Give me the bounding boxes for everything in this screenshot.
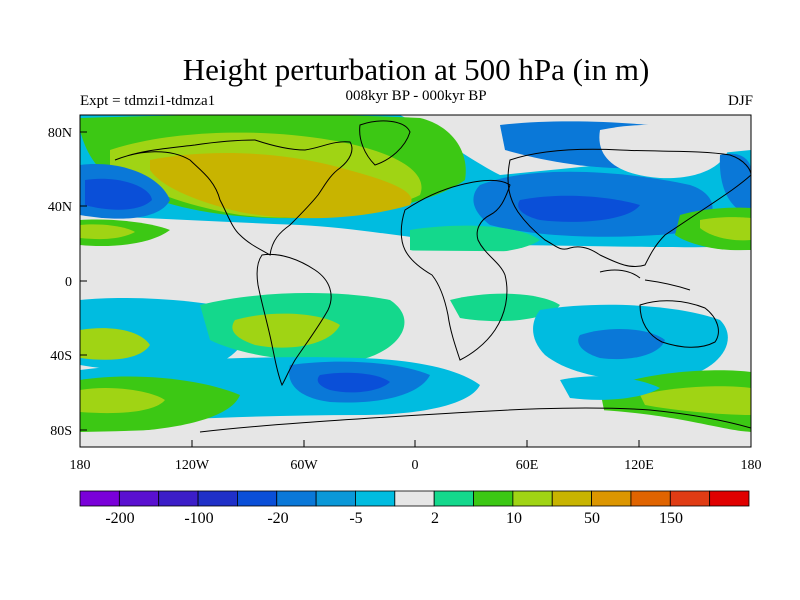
coastline-asia <box>507 148 751 268</box>
contour-green-atlantic <box>410 225 540 255</box>
x-axis-labels: 180 120W 60W 0 60E 120E 180 <box>70 458 762 473</box>
coastline-north-america <box>114 139 353 256</box>
contour-darkblue-pacific <box>85 178 152 210</box>
contour-yellow-north-america <box>150 153 412 219</box>
colorbar-swatch <box>591 490 632 507</box>
period-label: 008kyr BP - 000kyr BP <box>345 88 487 104</box>
contour-lime-south-east <box>640 386 751 415</box>
x-tick-label: 120W <box>175 458 210 473</box>
colorbar-swatch <box>512 490 553 507</box>
y-tick-label: 0 <box>65 275 72 290</box>
colorbar-swatch <box>315 490 356 507</box>
contour-darkblue-asia <box>518 195 640 222</box>
x-axis-ticks <box>79 440 752 447</box>
contour-lime-south-america <box>232 313 340 348</box>
x-tick-label: 180 <box>70 458 91 473</box>
colorbar-label: 10 <box>506 510 522 527</box>
contour-cyan-southeast <box>560 376 660 400</box>
colorbar-label: 2 <box>431 510 439 527</box>
colorbar-label: -5 <box>349 510 362 527</box>
contour-lime-south-west <box>80 388 165 414</box>
colorbar-swatch <box>118 490 160 507</box>
y-axis-ticks <box>80 131 87 431</box>
x-tick-label: 120E <box>624 458 654 473</box>
colorbar-swatch <box>394 490 435 507</box>
colorbar-label: 150 <box>659 510 683 527</box>
colorbar-swatch <box>237 490 278 507</box>
colorbar-label: -100 <box>184 510 213 527</box>
map-title: Height perturbation at 500 hPa (in m) <box>182 52 650 87</box>
x-tick-label: 60E <box>516 458 539 473</box>
coastline-south-america <box>256 253 332 387</box>
colorbar <box>79 490 750 507</box>
coastline-indonesia <box>599 269 691 291</box>
colorbar-swatch <box>433 490 474 507</box>
y-axis-labels: 80N 40N 0 40S 80S <box>48 126 72 439</box>
x-tick-label: 180 <box>741 458 762 473</box>
coastline-europe-africa <box>400 180 511 361</box>
colorbar-swatch <box>197 490 238 507</box>
coastline-australia <box>639 300 719 348</box>
experiment-label: Expt = tdmzi1-tdmza1 <box>80 93 216 109</box>
contour-blue-ne-pacific <box>719 153 751 215</box>
colorbar-label: 50 <box>584 510 600 527</box>
colorbar-label: -200 <box>105 510 134 527</box>
colorbar-swatch <box>630 490 671 507</box>
colorbar-swatch <box>79 490 120 507</box>
colorbar-labels: -200 -100 -20 -5 2 10 50 150 <box>105 510 683 527</box>
contour-grey-antarctica <box>80 409 751 447</box>
colorbar-swatch <box>158 490 199 507</box>
contour-lime-west-pacific <box>80 224 135 240</box>
colorbar-label: -20 <box>267 510 288 527</box>
contour-green-south-pacific <box>80 328 150 360</box>
coastlines <box>114 120 751 433</box>
contour-grey-equator <box>80 248 751 303</box>
contour-blue-indian-ocean <box>578 328 665 360</box>
y-tick-label: 80S <box>50 424 72 439</box>
x-tick-label: 60W <box>290 458 318 473</box>
y-tick-label: 80N <box>48 126 72 141</box>
contour-lime-pacific-band <box>700 217 751 241</box>
season-label: DJF <box>727 93 753 109</box>
colorbar-swatch <box>551 490 592 507</box>
coastline-antarctica <box>199 407 751 433</box>
y-tick-label: 40N <box>48 200 72 215</box>
colorbar-swatch <box>276 490 317 507</box>
colorbar-swatch <box>355 490 396 507</box>
coastline-greenland <box>359 120 411 166</box>
colorbar-swatch <box>473 490 514 507</box>
contour-darkblue-southern-ocean <box>317 372 390 393</box>
x-tick-label: 0 <box>412 458 419 473</box>
colorbar-swatch <box>709 490 750 507</box>
colorbar-swatch <box>669 490 711 507</box>
y-tick-label: 40S <box>50 349 72 364</box>
map-plot-area <box>80 115 751 447</box>
